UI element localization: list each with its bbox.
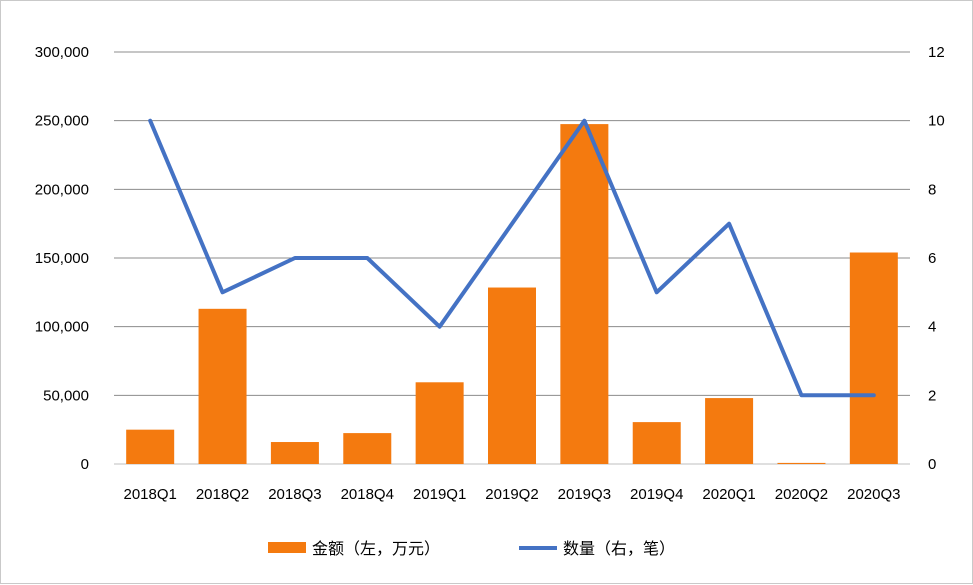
bar [777,462,826,464]
x-axis: 2018Q1 2018Q2 2018Q3 2018Q4 2019Q1 2019Q2 2019… [123,486,900,503]
y-left-tick-label: 150,000 [35,250,89,267]
bar [198,308,247,464]
y-right-tick-label: 4 [928,319,936,336]
bar [343,433,392,464]
y-left-tick-label: 300,000 [35,44,89,61]
line-series [148,118,876,398]
bar [488,287,536,464]
x-tick-label: 2018Q2 [196,486,249,503]
x-tick-label: 2018Q4 [341,486,394,503]
y-right-tick-label: 6 [928,250,936,267]
y-right-tick-label: 2 [928,387,936,404]
bar [415,382,464,464]
x-tick-label: 2018Q1 [123,486,176,503]
y-left-tick-label: 200,000 [35,181,89,198]
legend-label-line: 数量（右，笔） [563,539,675,558]
x-tick-label: 2019Q3 [558,486,611,503]
y-left-tick-label: 100,000 [35,319,89,336]
y-right-tick-label: 10 [928,113,945,130]
legend-swatch-bar [268,542,306,553]
y-right-tick-label: 8 [928,181,936,198]
y-right-tick-label: 12 [928,44,945,61]
x-tick-label: 2019Q4 [630,486,683,503]
x-tick-label: 2018Q3 [268,486,321,503]
bar [632,422,681,464]
x-tick-label: 2020Q2 [775,486,828,503]
legend-label-bar: 金额（左，万元） [312,539,440,558]
bar-series [126,124,898,464]
y-left-tick-label: 250,000 [35,113,89,130]
y-left-tick-label: 0 [81,456,89,473]
x-tick-label: 2020Q1 [702,486,755,503]
bar [849,252,898,464]
x-tick-label: 2020Q3 [847,486,900,503]
bar [705,398,754,464]
bar [126,429,175,464]
bar [270,442,319,464]
y-axis-right: 0 2 4 6 8 10 12 [928,44,945,473]
x-tick-label: 2019Q2 [485,486,538,503]
bar [560,124,609,464]
y-axis-left: 0 50,000 100,000 150,000 200,000 250,000 300,0… [35,44,89,473]
x-tick-label: 2019Q1 [413,486,466,503]
series-line [148,118,876,398]
y-left-tick-label: 50,000 [43,387,89,404]
legend: 金额（左，万元） 数量（右，笔） [268,539,675,558]
y-right-tick-label: 0 [928,456,936,473]
